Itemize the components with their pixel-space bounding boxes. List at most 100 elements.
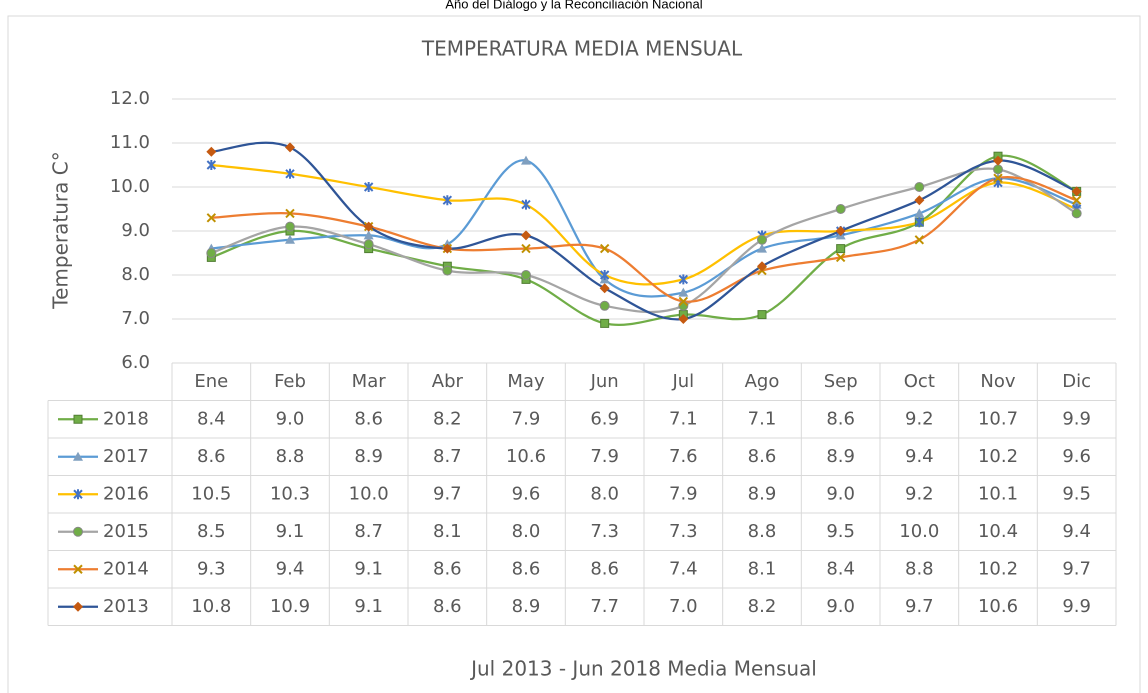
table-cell: 9.3 <box>197 558 226 579</box>
marker <box>285 142 295 153</box>
x-tick-label: Ago <box>745 371 780 392</box>
table-cell: 9.1 <box>354 558 383 579</box>
table-cell: 8.0 <box>590 483 619 504</box>
table-cell: 8.6 <box>826 408 855 429</box>
table-cell: 7.9 <box>512 408 541 429</box>
marker <box>836 244 846 254</box>
x-tick-label: Oct <box>904 371 935 392</box>
table-cell: 9.6 <box>512 483 541 504</box>
marker <box>599 300 610 311</box>
table-cell: 9.9 <box>1062 408 1091 429</box>
table-cell: 9.4 <box>276 558 305 579</box>
table-cell: 10.0 <box>349 483 389 504</box>
table-cell: 10.4 <box>978 521 1018 542</box>
table-cell: 8.1 <box>748 558 777 579</box>
page-header: Año del Diálogo y la Reconciliación Naci… <box>445 0 702 11</box>
table-cell: 9.1 <box>276 521 305 542</box>
table-cell: 10.0 <box>899 521 939 542</box>
table-cell: 8.6 <box>354 408 383 429</box>
series-line <box>211 141 1078 321</box>
marker <box>599 243 610 254</box>
marker <box>678 287 689 297</box>
marker <box>285 208 295 219</box>
table-cell: 9.9 <box>1062 596 1091 617</box>
table-cell: 10.2 <box>978 558 1018 579</box>
y-tick-label: 12.0 <box>110 88 150 109</box>
marker <box>285 221 295 232</box>
table-cell: 8.5 <box>197 521 226 542</box>
table-cell: 7.3 <box>590 521 619 542</box>
marker <box>206 160 217 170</box>
x-tick-label: Jun <box>590 371 619 392</box>
marker <box>757 234 767 245</box>
table-cell: 9.5 <box>1062 483 1091 504</box>
legend-label: 2014 <box>103 558 149 579</box>
x-tick-label: Mar <box>352 371 387 392</box>
table-cell: 7.0 <box>669 596 698 617</box>
series-line <box>210 167 1078 314</box>
table-cell: 9.7 <box>433 483 462 504</box>
marker <box>835 226 846 236</box>
table-cell: 8.9 <box>748 483 777 504</box>
marker <box>678 314 689 324</box>
table-cell: 10.5 <box>191 483 231 504</box>
table-cell: 7.1 <box>669 408 698 429</box>
marker <box>285 168 295 179</box>
table-cell: 9.0 <box>826 596 855 617</box>
marker <box>599 270 610 280</box>
table-cell: 8.9 <box>512 596 541 617</box>
table-cell: 9.4 <box>1062 521 1091 542</box>
marker <box>757 310 767 320</box>
table-cell: 10.2 <box>978 446 1018 467</box>
y-tick-label: 7.0 <box>121 308 150 329</box>
marker <box>678 274 689 285</box>
marker <box>206 213 217 223</box>
marker <box>521 230 531 241</box>
table-cell: 7.9 <box>590 446 619 467</box>
x-axis-label: Jul 2013 - Jun 2018 Media Mensual <box>469 657 817 681</box>
table-cell: 8.6 <box>433 558 462 579</box>
marker <box>678 296 689 307</box>
table-cell: 8.8 <box>276 446 305 467</box>
table-cell: 8.7 <box>354 521 383 542</box>
marker <box>73 601 83 612</box>
y-tick-label: 9.0 <box>121 220 150 241</box>
legend-label: 2017 <box>103 446 149 467</box>
table-cell: 10.3 <box>270 483 310 504</box>
marker <box>442 243 453 254</box>
marker <box>757 243 767 253</box>
table-cell: 9.7 <box>905 596 934 617</box>
table-cell: 8.8 <box>905 558 934 579</box>
marker <box>835 204 846 214</box>
x-tick-label: Feb <box>274 371 306 392</box>
chart-title: TEMPERATURA MEDIA MENSUAL <box>421 37 743 61</box>
x-tick-label: May <box>507 371 545 392</box>
table-cell: 8.8 <box>748 521 777 542</box>
table-cell: 8.6 <box>197 446 226 467</box>
marker <box>1071 186 1082 197</box>
marker <box>521 199 531 210</box>
marker <box>914 182 925 192</box>
marker <box>757 261 767 272</box>
table-cell: 8.1 <box>433 521 462 542</box>
table-cell: 7.4 <box>669 558 698 579</box>
marker <box>206 146 217 157</box>
marker <box>442 195 453 206</box>
chart-border <box>7 15 1141 693</box>
table-cell: 8.0 <box>512 521 541 542</box>
table-cell: 8.7 <box>433 446 462 467</box>
marker <box>363 182 374 192</box>
marker <box>600 318 610 328</box>
marker <box>914 235 925 245</box>
table-cell: 6.9 <box>590 408 619 429</box>
marker <box>993 173 1003 183</box>
table-cell: 8.4 <box>197 408 226 429</box>
y-tick-label: 6.0 <box>121 352 150 373</box>
table-cell: 7.1 <box>748 408 777 429</box>
table-cell: 8.6 <box>512 558 541 579</box>
marker <box>914 208 925 218</box>
table-cell: 8.6 <box>748 446 777 467</box>
table-cell: 9.5 <box>826 521 855 542</box>
table-cell: 9.7 <box>1062 558 1091 579</box>
